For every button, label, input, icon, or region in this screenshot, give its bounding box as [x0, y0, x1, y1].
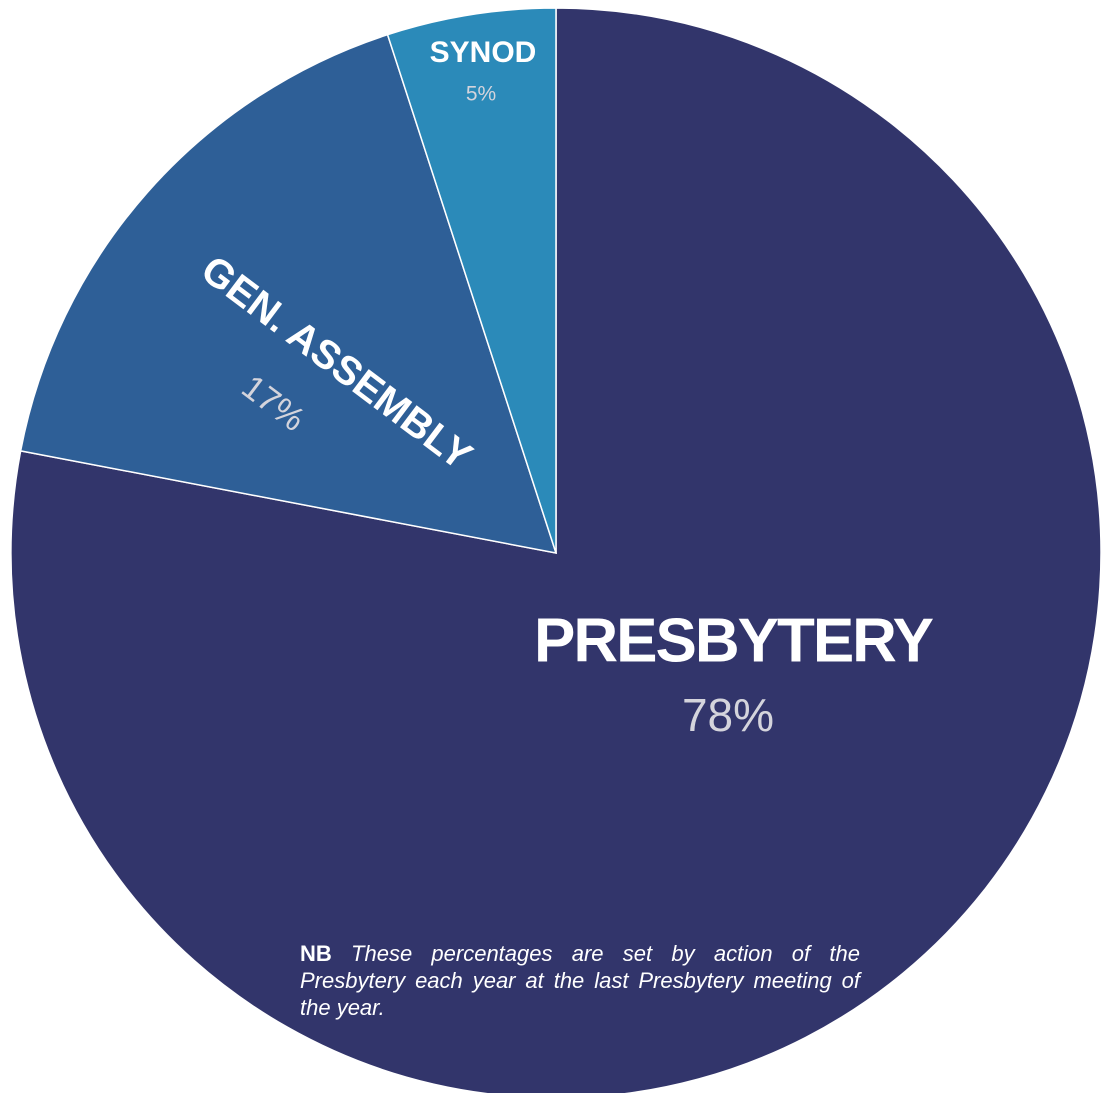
slice-value-label: 78%: [682, 689, 774, 741]
pie-slice: [19, 33, 558, 554]
pie-slice: [386, 7, 557, 554]
note-label: NB: [300, 941, 332, 966]
note: NB These percentages are set by action o…: [300, 940, 860, 1021]
slice-value-label: 5%: [466, 83, 496, 106]
note-text: These percentages are set by action of t…: [300, 941, 860, 1020]
slice-label: SYNOD: [430, 36, 537, 69]
slice-label: PRESBYTERY: [534, 606, 934, 675]
